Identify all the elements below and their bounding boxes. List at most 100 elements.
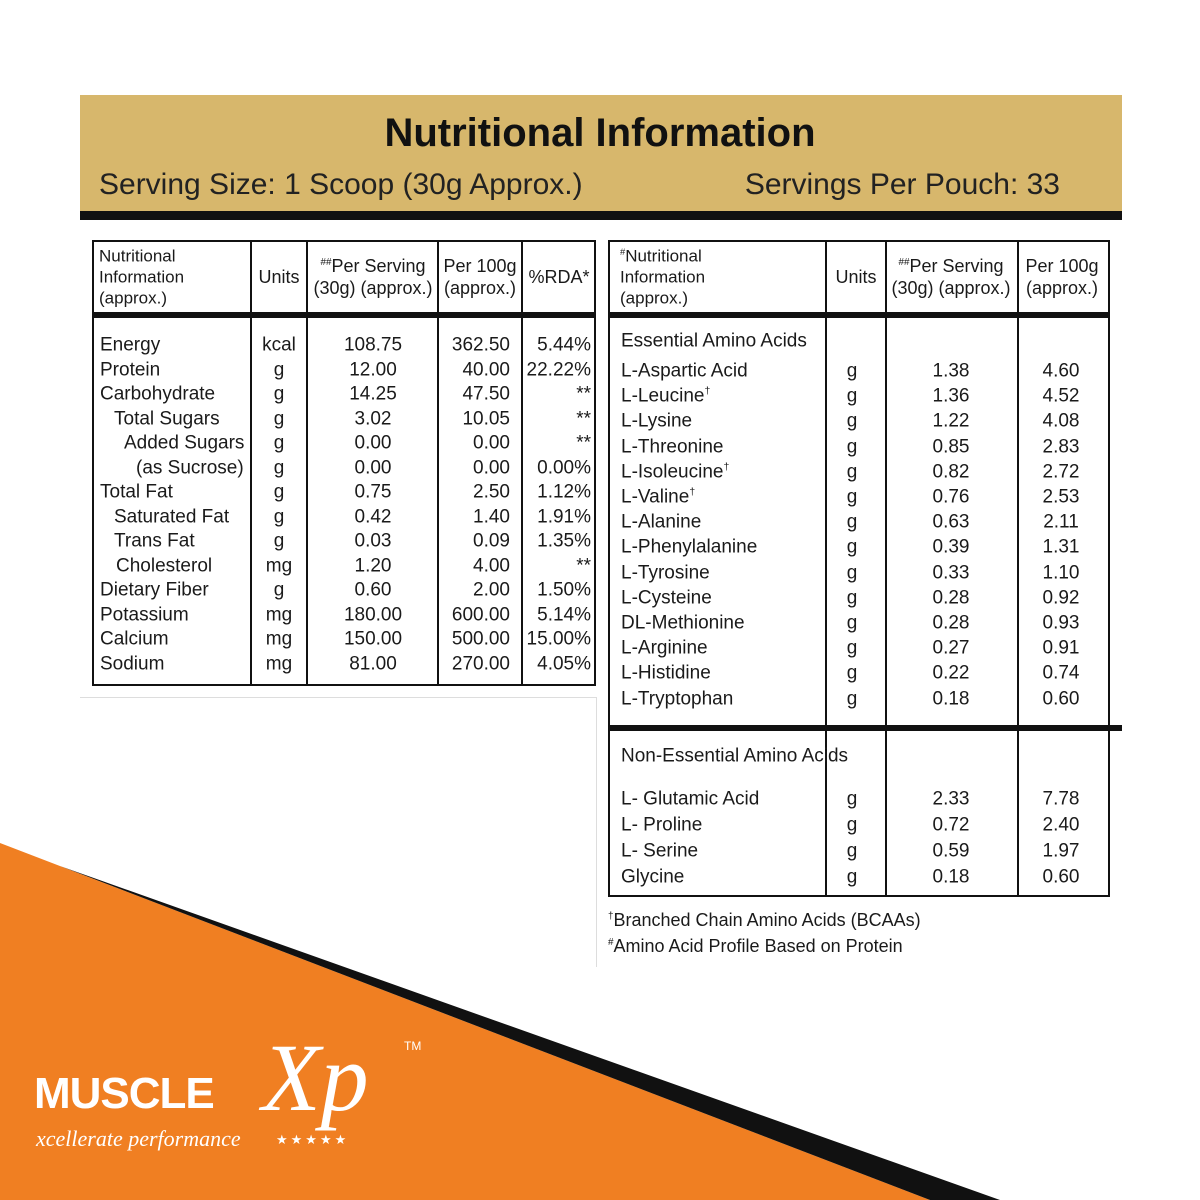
- text: g: [846, 360, 858, 382]
- rda: 1.12%: [537, 483, 591, 502]
- text: L-Threonine: [621, 436, 724, 458]
- text: 1.38: [932, 360, 970, 382]
- superscript: ##: [898, 257, 910, 269]
- unit: g: [274, 483, 285, 502]
- per-serving: 0.18: [933, 689, 970, 708]
- column-header: Nutritional: [99, 248, 176, 265]
- nutrient-name: Added Sugars: [124, 434, 244, 453]
- text: g: [846, 587, 858, 609]
- column-header: (approx.): [620, 290, 688, 307]
- per-serving: 1.22: [933, 412, 970, 431]
- column-rule: [1017, 240, 1019, 897]
- text: 362.50: [451, 334, 510, 356]
- text: 0.60: [354, 579, 392, 601]
- per-100g: 2.72: [1043, 462, 1080, 481]
- text: 600.00: [451, 604, 510, 625]
- text: L-Aspartic Acid: [621, 360, 748, 382]
- nutrient-name: Carbohydrate: [100, 385, 215, 404]
- text: 0.00: [473, 432, 510, 454]
- per-serving: 0.76: [933, 488, 970, 507]
- per-100g: 0.92: [1043, 588, 1080, 607]
- text: mg: [265, 555, 293, 576]
- per-serving: 0.03: [355, 532, 392, 551]
- text: 2.00: [473, 579, 510, 601]
- per-100g: 500.00: [452, 630, 510, 649]
- text: g: [846, 536, 858, 558]
- text: **: [576, 408, 591, 429]
- text: 0.42: [354, 506, 392, 527]
- text: Per 100g: [1025, 256, 1099, 276]
- text: 4.52: [1042, 385, 1080, 407]
- amino-name: L-Isoleucine†: [621, 462, 729, 481]
- nutrient-name: Trans Fat: [114, 532, 195, 551]
- column-header: Units: [258, 268, 299, 286]
- text: 2.33: [932, 788, 970, 810]
- nutrient-name: Saturated Fat: [114, 507, 229, 526]
- text: L-Histidine: [621, 662, 711, 684]
- text: g: [846, 788, 858, 810]
- text: L-Isoleucine: [621, 461, 724, 483]
- border: [92, 240, 596, 242]
- unit: g: [847, 790, 858, 809]
- nutrient-name: Calcium: [100, 630, 169, 649]
- text: L-Arginine: [621, 637, 708, 659]
- text: 1.97: [1042, 840, 1080, 862]
- section-title: Non-Essential Amino Acids: [621, 747, 848, 766]
- text: 0.00: [473, 457, 510, 478]
- text: g: [273, 530, 285, 552]
- faint-rule: [596, 697, 597, 967]
- text: 0.60: [1042, 688, 1080, 710]
- text: Information: [620, 267, 706, 287]
- per-100g: 0.93: [1043, 614, 1080, 633]
- header-rule: [608, 312, 1110, 318]
- unit: mg: [266, 654, 292, 673]
- nutrient-name: Total Sugars: [114, 409, 220, 428]
- text: g: [846, 562, 858, 584]
- text: g: [846, 436, 858, 458]
- border: [608, 240, 610, 897]
- per-serving: 1.38: [933, 362, 970, 381]
- text: 270.00: [451, 653, 510, 674]
- unit: g: [847, 437, 858, 456]
- text: 500.00: [451, 628, 510, 650]
- per-100g: 1.40: [473, 507, 510, 526]
- column-rule: [306, 240, 308, 686]
- header-rule: [80, 211, 1122, 220]
- per-100g: 2.00: [473, 581, 510, 600]
- text: Information: [99, 267, 185, 287]
- nutrient-name: Sodium: [100, 654, 164, 673]
- per-serving: 0.28: [933, 614, 970, 633]
- text: 0.85: [932, 436, 970, 458]
- text: Glycine: [621, 866, 685, 888]
- per-100g: 2.53: [1043, 488, 1080, 507]
- text: 0.63: [932, 511, 970, 533]
- text: 0.22: [932, 662, 970, 684]
- rda: 5.44%: [537, 336, 591, 355]
- unit: g: [274, 581, 285, 600]
- nutrient-name: Potassium: [100, 605, 189, 624]
- text: 2.53: [1042, 486, 1080, 508]
- text: 4.00: [473, 555, 510, 576]
- text: **: [576, 383, 591, 405]
- text: 7.78: [1042, 788, 1080, 810]
- text: 4.60: [1042, 360, 1080, 382]
- column-header: Information: [620, 269, 705, 286]
- per-serving: 3.02: [355, 409, 392, 428]
- text: Saturated Fat: [114, 506, 230, 527]
- unit: g: [847, 842, 858, 861]
- text: 1.35%: [537, 530, 591, 552]
- per-serving: 0.72: [933, 816, 970, 835]
- per-serving: 0.59: [933, 842, 970, 861]
- text: 1.40: [473, 506, 510, 527]
- superscript: †: [704, 386, 711, 398]
- text: DL-Methionine: [621, 612, 745, 634]
- serving-size: Serving Size: 1 Scoop (30g Approx.): [99, 168, 583, 201]
- unit: g: [847, 689, 858, 708]
- text: L-Cysteine: [621, 587, 712, 609]
- text: (as Sucrose): [136, 457, 244, 478]
- text: (approx.): [99, 288, 168, 308]
- text: g: [846, 511, 858, 533]
- text: Nutritional: [625, 246, 702, 266]
- text: 0.03: [354, 530, 392, 552]
- text: 3.02: [354, 408, 392, 429]
